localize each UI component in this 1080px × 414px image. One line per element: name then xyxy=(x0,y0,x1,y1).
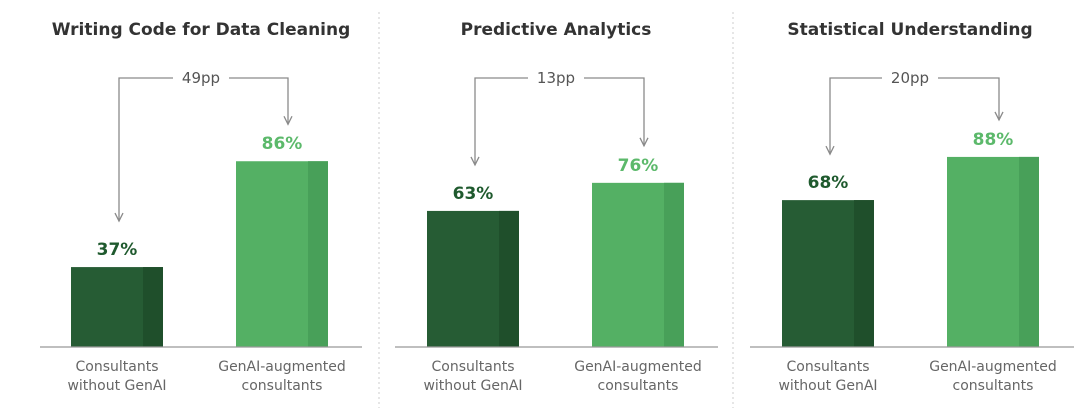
arrowhead-right-2 xyxy=(639,137,649,148)
value-label-2-3: 88% xyxy=(973,130,1014,150)
category-label-line: consultants xyxy=(953,378,1034,394)
arrowhead-left-3 xyxy=(825,145,835,156)
category-label-line: Consultants xyxy=(76,359,159,375)
value-label-2-1: 86% xyxy=(262,134,303,154)
category-label-2-3: GenAI-augmented consultants xyxy=(929,359,1057,394)
category-label-line: without GenAI xyxy=(778,378,877,394)
difference-label-3: 20pp xyxy=(891,69,929,87)
arrowhead-right-3 xyxy=(994,111,1004,122)
value-label-1-2: 63% xyxy=(453,184,494,204)
difference-connector-left-2 xyxy=(474,77,528,165)
arrowhead-left-1 xyxy=(114,212,124,223)
category-label-1-2: Consultants without GenAI xyxy=(423,359,522,394)
chart-title-1: Writing Code for Data Cleaning xyxy=(52,20,351,40)
difference-connector-left-3 xyxy=(829,77,882,155)
category-label-line: Consultants xyxy=(787,359,870,375)
value-label-1-1: 37% xyxy=(97,240,138,260)
bar-shade-1-2 xyxy=(499,210,519,347)
bar-shade-1-1 xyxy=(143,267,163,347)
value-label-1-3: 68% xyxy=(808,173,849,193)
difference-connector-left-1 xyxy=(118,77,173,222)
category-label-line: without GenAI xyxy=(67,378,166,394)
category-label-line: consultants xyxy=(598,378,679,394)
bar-shade-1-3 xyxy=(854,200,874,347)
value-label-2-2: 76% xyxy=(618,156,659,176)
category-label-line: without GenAI xyxy=(423,378,522,394)
category-label-line: Consultants xyxy=(432,359,515,375)
category-label-1-3: Consultants without GenAI xyxy=(778,359,877,394)
bar-shade-2-2 xyxy=(664,182,684,347)
category-label-2-1: GenAI-augmented consultants xyxy=(218,359,346,394)
chart-title-3: Statistical Understanding xyxy=(787,20,1032,40)
difference-connector-right-3 xyxy=(938,77,1000,120)
category-label-line: consultants xyxy=(242,378,323,394)
category-label-line: GenAI-augmented xyxy=(929,359,1057,375)
arrowhead-right-1 xyxy=(283,115,293,126)
bar-shade-2-1 xyxy=(308,161,328,347)
category-label-2-2: GenAI-augmented consultants xyxy=(574,359,702,394)
difference-connector-right-1 xyxy=(229,77,289,125)
difference-label-1: 49pp xyxy=(182,69,220,87)
category-label-line: GenAI-augmented xyxy=(574,359,702,375)
chart-title-2: Predictive Analytics xyxy=(461,20,652,40)
category-label-1-1: Consultants without GenAI xyxy=(67,359,166,394)
category-label-line: GenAI-augmented xyxy=(218,359,346,375)
difference-connector-right-2 xyxy=(584,77,645,146)
difference-label-2: 13pp xyxy=(537,69,575,87)
arrowhead-left-2 xyxy=(470,156,480,167)
bar-shade-2-3 xyxy=(1019,156,1039,347)
